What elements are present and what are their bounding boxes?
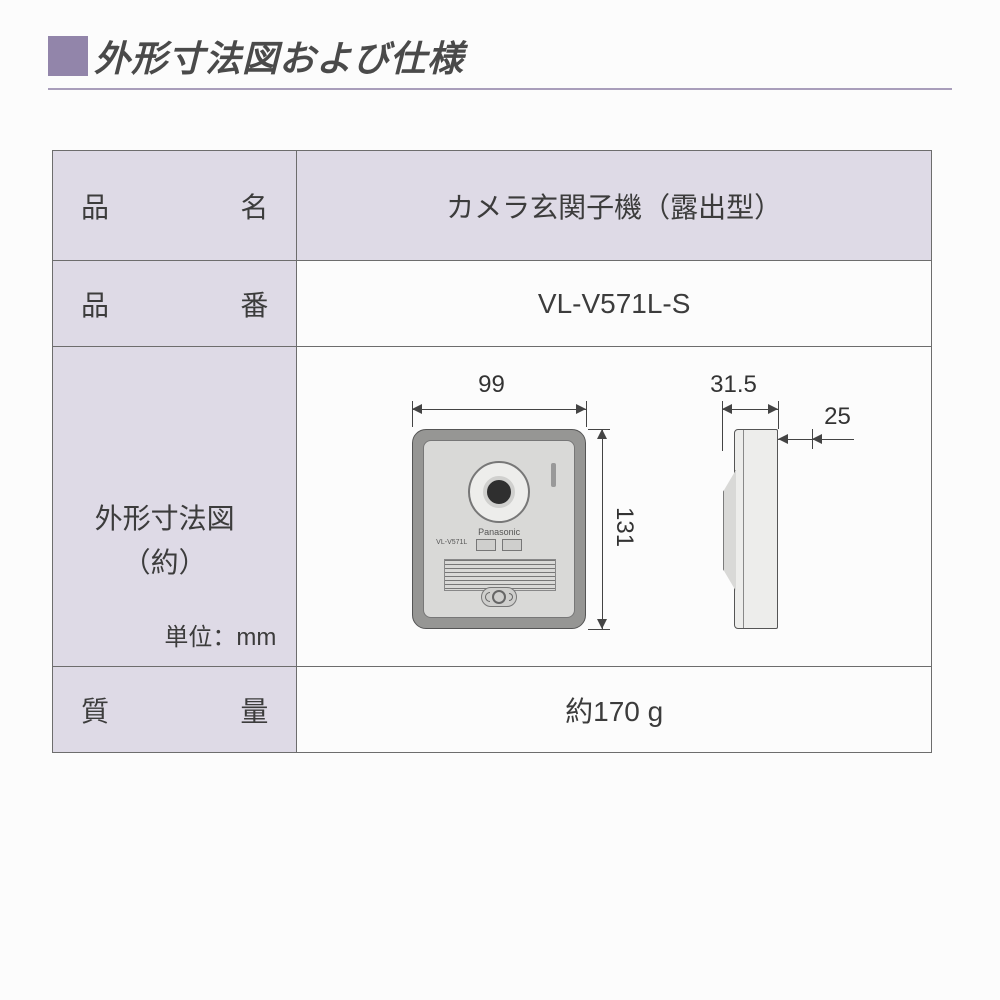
dim-depth: 31.5	[710, 371, 757, 399]
value-product-number: VL-V571L-S	[297, 261, 932, 347]
row-product-name: 品 名 カメラ玄関子機（露出型）	[53, 151, 932, 261]
dim-height: 131	[610, 507, 638, 547]
value-mass: 約170 g	[297, 667, 932, 753]
label-mass: 質 量	[53, 667, 297, 753]
label-product-number: 品 番	[53, 261, 297, 347]
label-product-name: 品 名	[53, 151, 297, 261]
row-product-number: 品 番 VL-V571L-S	[53, 261, 932, 347]
section-title-bar: 外形寸法図および仕様	[48, 30, 952, 90]
label-dimensions: 外形寸法図 （約） 単位：mm	[53, 347, 297, 667]
device-side-view	[734, 429, 778, 629]
row-dimensions: 外形寸法図 （約） 単位：mm 99 Panasonic	[53, 347, 932, 667]
call-button-icon	[481, 587, 517, 607]
dim-width: 99	[478, 371, 505, 399]
dim-protrusion: 25	[824, 403, 851, 431]
title-accent-box	[48, 36, 88, 76]
device-front-view: Panasonic VL-V571L	[412, 429, 586, 629]
model-label: VL-V571L	[436, 539, 467, 546]
dimension-diagram-cell: 99 Panasonic VL-V571L	[297, 347, 932, 667]
spec-table: 品 名 カメラ玄関子機（露出型） 品 番 VL-V571L-S 外形寸法図 （約…	[52, 150, 932, 753]
mic-slit-icon	[551, 463, 556, 487]
indicator-leds	[476, 539, 522, 551]
dimension-diagram: 99 Panasonic VL-V571L	[334, 357, 894, 657]
brand-label: Panasonic	[424, 527, 574, 537]
value-product-name: カメラ玄関子機（露出型）	[297, 151, 932, 261]
row-mass: 質 量 約170 g	[53, 667, 932, 753]
camera-lens-icon	[468, 461, 530, 523]
section-title: 外形寸法図および仕様	[94, 30, 464, 82]
